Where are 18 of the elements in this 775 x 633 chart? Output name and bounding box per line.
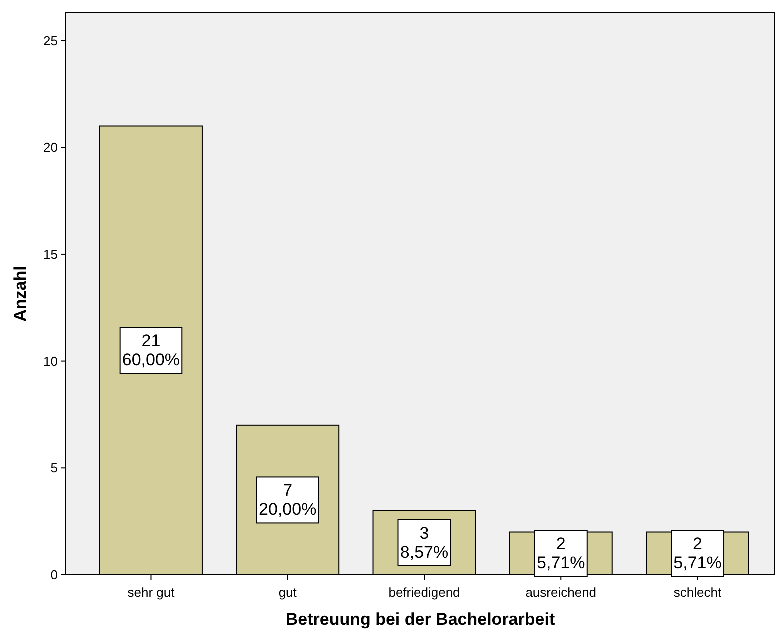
x-tick-label: schlecht [674, 585, 722, 600]
y-tick-label: 25 [44, 33, 58, 48]
data-label: 2 5,71% [674, 534, 722, 573]
x-tick-label: befriedigend [388, 585, 460, 600]
y-tick-label: 5 [50, 460, 58, 476]
x-tick-label: ausreichend [526, 585, 597, 600]
x-tick-label: sehr gut [128, 585, 176, 600]
x-tick-label: gut [278, 585, 298, 600]
data-label: 7 20,00% [259, 481, 317, 520]
y-tick-label: 15 [44, 247, 58, 262]
y-tick-label: 0 [50, 568, 58, 583]
data-label: 2 5,71% [537, 534, 586, 573]
data-label: 21 60,00% [122, 332, 180, 370]
y-tick-label: 10 [44, 354, 58, 369]
data-label: 3 8,57% [400, 524, 449, 562]
x-axis-title: Betreuung bei der Bachelorarbeit [286, 610, 556, 629]
y-tick-label: 20 [44, 140, 58, 156]
y-axis-title: Anzahl [11, 266, 30, 322]
